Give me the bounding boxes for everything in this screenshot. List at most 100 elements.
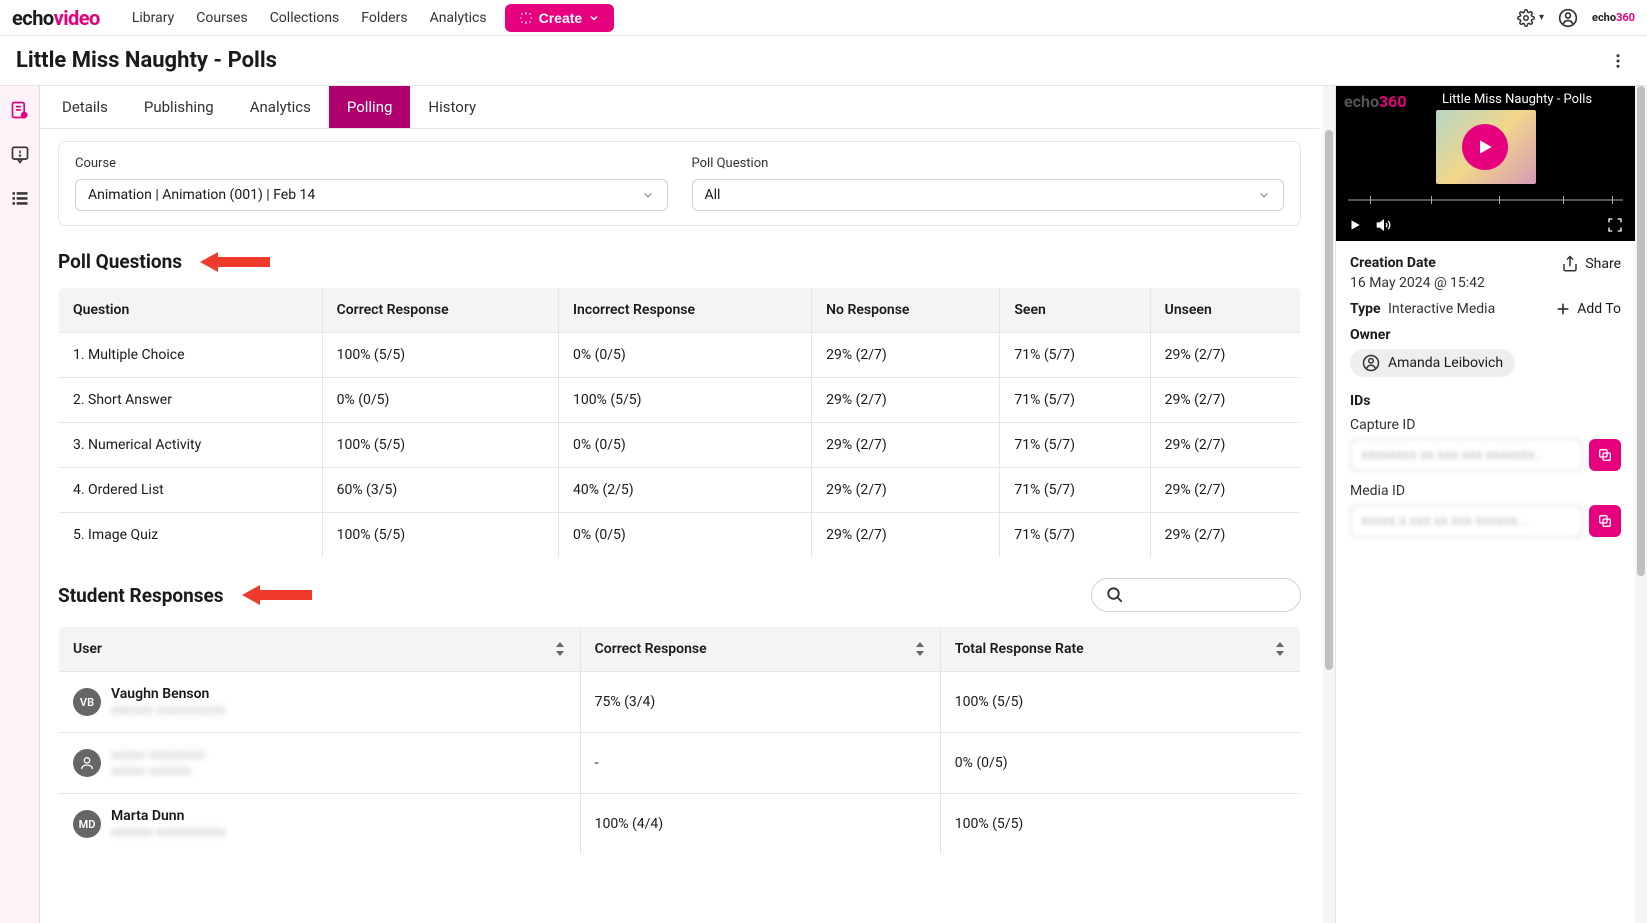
table-cell: 71% (5/7) xyxy=(1000,468,1150,513)
annotation-arrow-icon xyxy=(200,252,270,272)
table-cell: 100% (4/4) xyxy=(580,794,940,855)
table-cell: 71% (5/7) xyxy=(1000,378,1150,423)
layout: i Details Publishing Analytics Polling H… xyxy=(0,86,1647,923)
sparkle-icon xyxy=(519,11,533,25)
table-cell: 29% (2/7) xyxy=(1150,378,1300,423)
volume-icon[interactable] xyxy=(1376,217,1392,233)
user-name: xxxxx xxxxxxxx xyxy=(111,747,205,763)
table-cell: 100% (5/5) xyxy=(558,378,811,423)
capture-id-label: Capture ID xyxy=(1350,417,1621,433)
fullscreen-icon[interactable] xyxy=(1607,217,1623,233)
table-cell: 29% (2/7) xyxy=(1150,333,1300,378)
nav-folders[interactable]: Folders xyxy=(361,10,407,26)
tab-details[interactable]: Details xyxy=(56,86,126,128)
filter-poll-question: Poll Question All xyxy=(692,156,1285,211)
avatar: VB xyxy=(73,688,101,716)
col-noresponse: No Response xyxy=(812,288,1000,333)
media-id-input[interactable]: xxxxx x xxx xx xxx xxxxxx... xyxy=(1350,505,1583,537)
owner-label: Owner xyxy=(1350,327,1621,343)
table-row[interactable]: 4. Ordered List60% (3/5)40% (2/5)29% (2/… xyxy=(59,468,1301,513)
sort-icon xyxy=(554,642,566,656)
list-icon[interactable] xyxy=(10,188,30,208)
poll-question-select[interactable]: All xyxy=(692,179,1285,211)
table-cell: 60% (3/5) xyxy=(322,468,558,513)
table-cell: 71% (5/7) xyxy=(1000,423,1150,468)
user-cell: VB Vaughn Bensonxxxxxx xxxxxxxxxx xyxy=(59,672,581,733)
search-input[interactable] xyxy=(1091,578,1301,612)
tab-polling[interactable]: Polling xyxy=(329,86,411,128)
copy-button[interactable] xyxy=(1589,439,1621,471)
main: Details Publishing Analytics Polling His… xyxy=(40,86,1647,923)
table-cell: 29% (2/7) xyxy=(812,378,1000,423)
table-cell: 0% (0/5) xyxy=(940,733,1300,794)
scrollbar[interactable] xyxy=(1323,86,1335,923)
col-question: Question xyxy=(59,288,323,333)
col-user[interactable]: User xyxy=(59,627,581,672)
table-cell: 0% (0/5) xyxy=(322,378,558,423)
play-icon[interactable] xyxy=(1348,218,1362,232)
section-student-responses-header: Student Responses xyxy=(58,578,1301,612)
scrollbar-thumb[interactable] xyxy=(1637,86,1645,576)
type-label: Type xyxy=(1350,301,1381,317)
table-cell: 29% (2/7) xyxy=(812,513,1000,558)
col-unseen: Unseen xyxy=(1150,288,1300,333)
share-button[interactable]: Share xyxy=(1561,255,1621,273)
user-email: xxxxxx xxxxxxxxxx xyxy=(111,702,226,718)
nav-analytics[interactable]: Analytics xyxy=(430,10,487,26)
table-row[interactable]: 1. Multiple Choice100% (5/5)0% (0/5)29% … xyxy=(59,333,1301,378)
table-cell: 29% (2/7) xyxy=(1150,423,1300,468)
user-cell: xxxxx xxxxxxxxxxxxx xxxxxx xyxy=(59,733,581,794)
video-watermark: echo360 xyxy=(1344,92,1407,111)
table-cell: 29% (2/7) xyxy=(1150,513,1300,558)
left-rail: i xyxy=(0,86,40,923)
owner-chip[interactable]: Amanda Leibovich xyxy=(1350,349,1515,377)
tab-history[interactable]: History xyxy=(410,86,494,128)
avatar xyxy=(73,749,101,777)
nav-collections[interactable]: Collections xyxy=(270,10,340,26)
scrollbar[interactable] xyxy=(1635,86,1647,923)
table-row[interactable]: 5. Image Quiz100% (5/5)0% (0/5)29% (2/7)… xyxy=(59,513,1301,558)
table-cell: 71% (5/7) xyxy=(1000,333,1150,378)
video-preview[interactable]: echo360 Little Miss Naughty - Polls xyxy=(1336,86,1635,241)
table-row[interactable]: xxxxx xxxxxxxxxxxxx xxxxxx-0% (0/5) xyxy=(59,733,1301,794)
table-row[interactable]: VBVaughn Bensonxxxxxx xxxxxxxxxx75% (3/4… xyxy=(59,672,1301,733)
media-details-icon[interactable]: i xyxy=(10,100,30,120)
user-email: xxxxx xxxxxx xyxy=(111,763,205,779)
gear-icon[interactable] xyxy=(1517,9,1535,27)
copy-button[interactable] xyxy=(1589,505,1621,537)
nav-courses[interactable]: Courses xyxy=(196,10,247,26)
sort-icon xyxy=(914,642,926,656)
scrollbar-thumb[interactable] xyxy=(1325,130,1333,670)
play-button[interactable] xyxy=(1462,124,1508,170)
col-correct-response[interactable]: Correct Response xyxy=(580,627,940,672)
tab-analytics[interactable]: Analytics xyxy=(232,86,329,128)
nav-library[interactable]: Library xyxy=(132,10,174,26)
kebab-icon[interactable] xyxy=(1609,52,1627,70)
table-cell: 2. Short Answer xyxy=(59,378,323,423)
user-cell: MDMarta Dunnxxxxxx xxxxxxxxxx xyxy=(59,794,581,855)
svg-text:i: i xyxy=(23,114,24,120)
table-row[interactable]: MDMarta Dunnxxxxxx xxxxxxxxxx100% (4/4)1… xyxy=(59,794,1301,855)
create-button[interactable]: Create xyxy=(505,4,615,32)
user-icon[interactable] xyxy=(1558,8,1578,28)
course-select[interactable]: Animation | Animation (001) | Feb 14 xyxy=(75,179,668,211)
tab-publishing[interactable]: Publishing xyxy=(126,86,232,128)
add-to-button[interactable]: Add To xyxy=(1555,301,1621,317)
table-row[interactable]: 2. Short Answer0% (0/5)100% (5/5)29% (2/… xyxy=(59,378,1301,423)
filter-course: Course Animation | Animation (001) | Feb… xyxy=(75,156,668,211)
table-row[interactable]: 3. Numerical Activity100% (5/5)0% (0/5)2… xyxy=(59,423,1301,468)
type-value: Interactive Media xyxy=(1388,301,1495,317)
table-cell: 29% (2/7) xyxy=(812,333,1000,378)
chevron-down-icon xyxy=(1257,188,1271,202)
user-name: Vaughn Benson xyxy=(111,686,226,702)
table-cell: 3. Numerical Activity xyxy=(59,423,323,468)
capture-id-input[interactable]: xxxxxxxx xx xxx xxx xxxxxxx.. xyxy=(1350,439,1583,471)
video-title: Little Miss Naughty - Polls xyxy=(1442,92,1592,107)
col-total-response[interactable]: Total Response Rate xyxy=(940,627,1300,672)
discussion-icon[interactable] xyxy=(10,144,30,164)
table-cell: 100% (5/5) xyxy=(322,333,558,378)
ids-label: IDs xyxy=(1350,393,1621,409)
table-cell: 29% (2/7) xyxy=(1150,468,1300,513)
video-timeline[interactable] xyxy=(1348,195,1623,205)
logo[interactable]: echovideo xyxy=(12,6,100,30)
